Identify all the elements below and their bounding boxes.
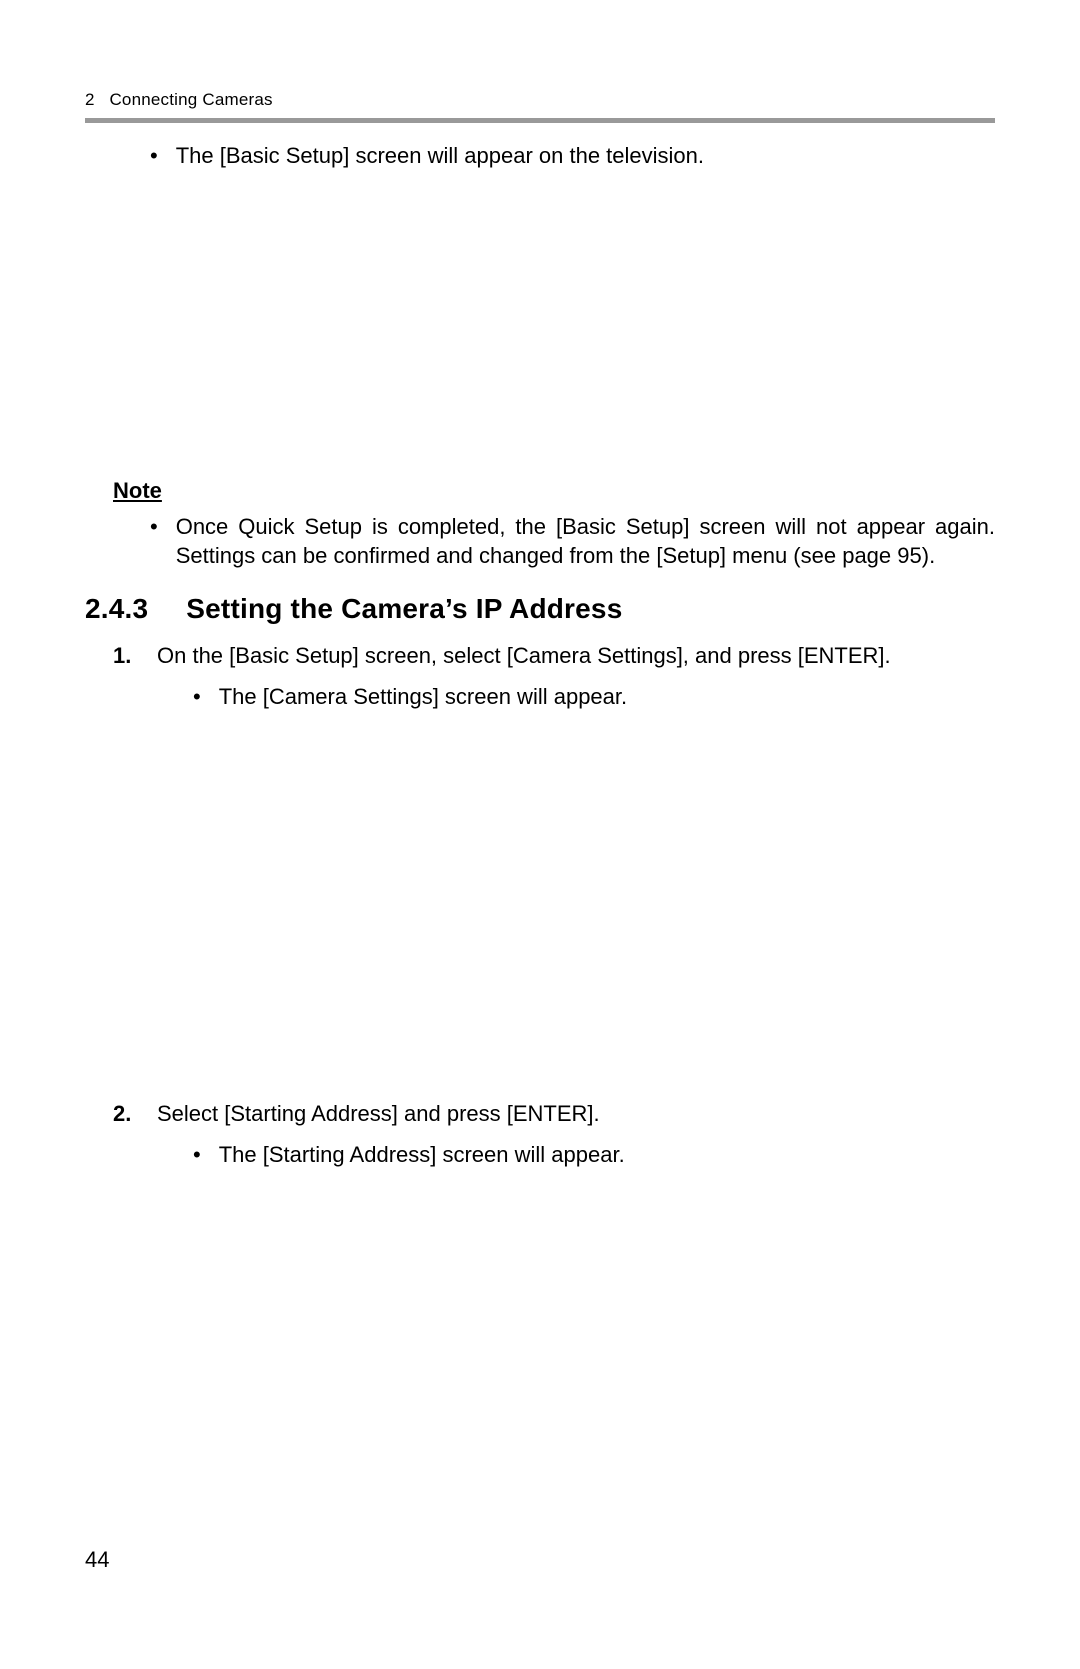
figure-placeholder-1 <box>85 178 995 478</box>
step-1: 1. On the [Basic Setup] screen, select [… <box>113 641 995 672</box>
page-header: 2 Connecting Cameras <box>85 90 995 118</box>
bullet-icon: • <box>193 682 201 713</box>
step-text: On the [Basic Setup] screen, select [Cam… <box>157 641 891 672</box>
intro-bullet: • The [Basic Setup] screen will appear o… <box>150 141 995 172</box>
step-2-sub: • The [Starting Address] screen will app… <box>193 1140 995 1171</box>
note-label: Note <box>113 478 995 504</box>
step-2: 2. Select [Starting Address] and press [… <box>113 1099 995 1130</box>
step-text: Select [Starting Address] and press [ENT… <box>157 1099 600 1130</box>
intro-bullet-text: The [Basic Setup] screen will appear on … <box>176 141 704 172</box>
document-page: 2 Connecting Cameras • The [Basic Setup]… <box>0 0 1080 1170</box>
chapter-number: 2 <box>85 90 95 109</box>
header-divider <box>85 118 995 123</box>
section-heading: 2.4.3 Setting the Camera’s IP Address <box>85 593 995 625</box>
bullet-icon: • <box>193 1140 201 1171</box>
step-sub-text: The [Camera Settings] screen will appear… <box>219 682 627 713</box>
page-number: 44 <box>85 1547 109 1573</box>
step-sub-text: The [Starting Address] screen will appea… <box>219 1140 625 1171</box>
figure-placeholder-2 <box>85 719 995 1099</box>
step-1-sub: • The [Camera Settings] screen will appe… <box>193 682 995 713</box>
note-text: Once Quick Setup is completed, the [Basi… <box>176 512 995 571</box>
step-number: 2. <box>113 1099 139 1130</box>
bullet-icon: • <box>150 512 158 571</box>
section-number: 2.4.3 <box>85 593 148 625</box>
note-bullet: • Once Quick Setup is completed, the [Ba… <box>150 512 995 571</box>
chapter-title: Connecting Cameras <box>109 90 272 109</box>
step-number: 1. <box>113 641 139 672</box>
section-title: Setting the Camera’s IP Address <box>186 593 622 625</box>
bullet-icon: • <box>150 141 158 172</box>
